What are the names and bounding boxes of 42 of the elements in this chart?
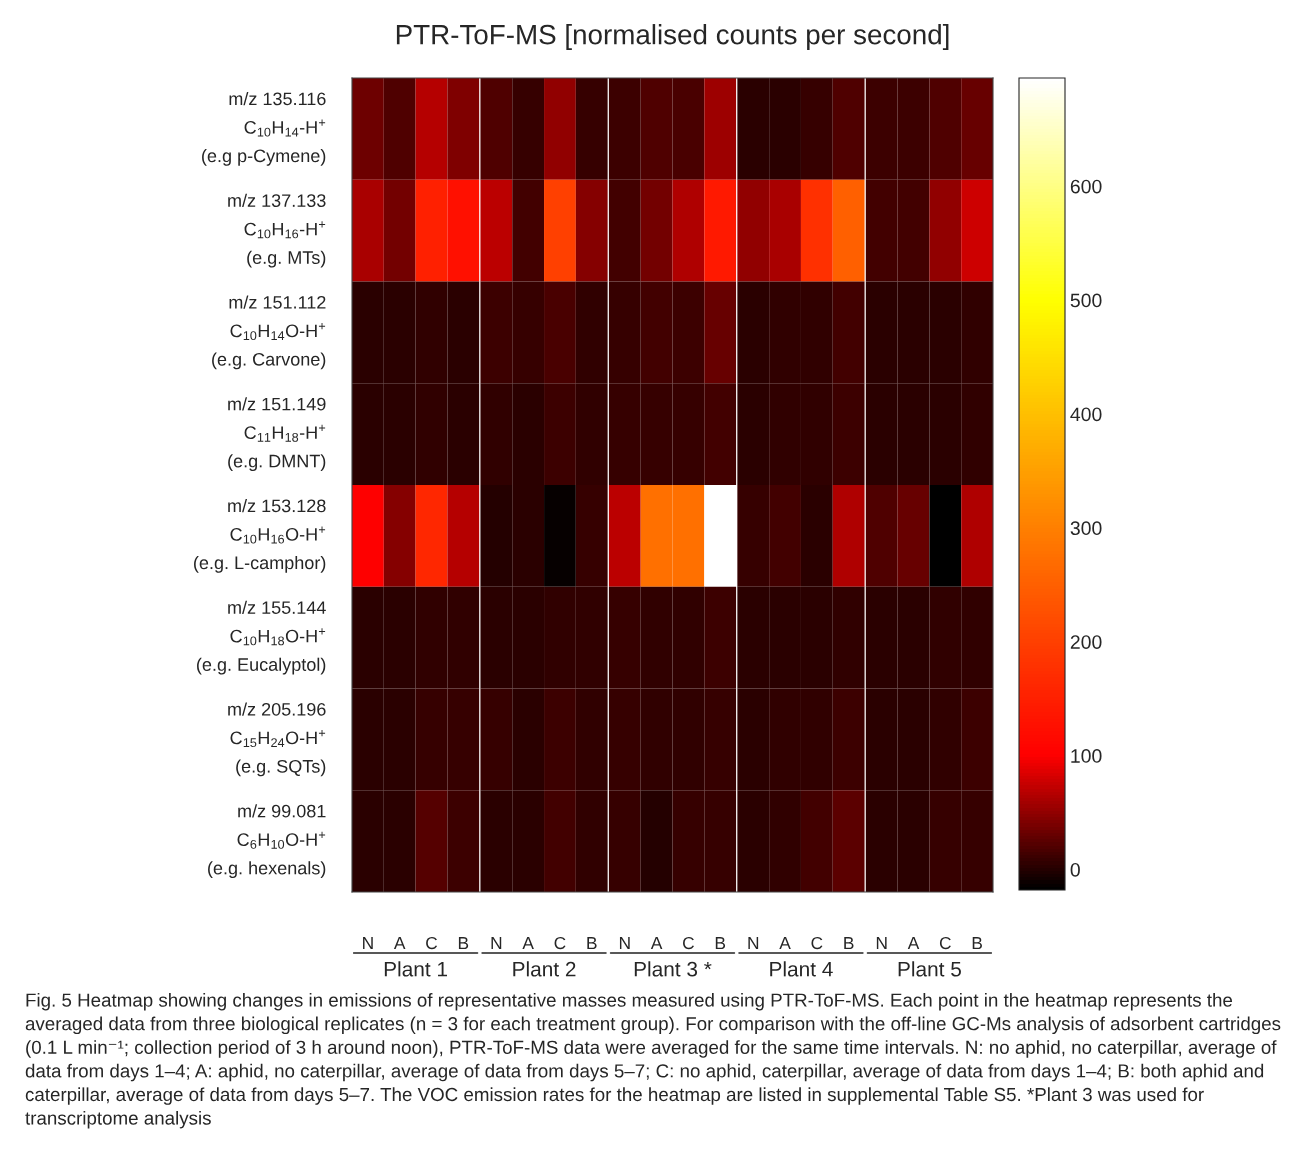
x-tick-label: A — [522, 937, 534, 950]
category-label: m/z 151.149 C$_{11}$H$_{18}$-H$^{+}$ (e.g. DMNT) — [228, 397, 326, 472]
x-tick-label: B — [972, 937, 982, 950]
x-tick-label: N — [876, 937, 887, 950]
text: Plant 4 — [770, 961, 833, 977]
x-tick-label: N — [363, 937, 373, 950]
x-tick-label: N — [748, 937, 759, 950]
color-bar-label: 100 — [1071, 749, 1102, 763]
category-label: m/z 135.116 C$_{10}$H$_{14}$-H$^{+}$ (e.g p-Cymene) — [202, 91, 326, 166]
x-tick-label: C — [683, 936, 694, 950]
text: Plant 5 — [898, 961, 961, 977]
x-tick-label: C — [554, 936, 566, 950]
color-bar-label: 500 — [1070, 293, 1102, 308]
x-tick-label: A — [650, 937, 663, 950]
x-tick-label: A — [393, 937, 406, 950]
category-label: m/z 137.133 C$_{10}$H$_{16}$-H$^{+}$ (e.g. MTs) — [228, 193, 326, 268]
color-bar-label: 600 — [1070, 179, 1102, 194]
x-tick-label: B — [458, 937, 469, 950]
color-bar-label: 300 — [1070, 521, 1102, 536]
x-tick-label: B — [715, 937, 726, 950]
category-label: m/z 155.144 C$_{10}$H$_{18}$O-H$^{+}$ (e.g. Eucalyptol) — [197, 600, 326, 675]
x-tick-label: N — [619, 937, 630, 950]
color-bar-label: 400 — [1070, 407, 1102, 422]
text: Plant 3 * — [634, 961, 712, 977]
x-tick-label: A — [907, 937, 920, 950]
category-label: m/z 153.128 C$_{10}$H$_{16}$O-H$^{+}$ (e.g. L-camphor) — [194, 498, 326, 573]
x-tick-label: C — [426, 936, 438, 950]
x-tick-label: B — [844, 937, 854, 950]
category-label: m/z 99.081 C$_{6}$H$_{10}$O-H$^{+}$ (e.g. hexenals) — [208, 804, 326, 879]
color-bar-label: 0 — [1070, 862, 1080, 877]
category-label: m/z 205.196 C$_{15}$H$_{24}$O-H$^{+}$ (e.g. SQTs) — [228, 702, 326, 777]
x-tick-label: B — [587, 937, 597, 950]
text: Plant 2 — [513, 961, 576, 977]
color-bar-label: 200 — [1070, 635, 1102, 649]
chart-title: PTR-ToF-MS [normalised counts per second] — [396, 24, 949, 50]
x-tick-label: N — [491, 937, 502, 950]
category-label: m/z 151.112 C$_{10}$H$_{14}$O-H$^{+}$ (e.g. Carvone) — [212, 295, 326, 370]
x-tick-label: C — [939, 936, 951, 950]
x-tick-label: C — [811, 936, 823, 950]
x-tick-label: A — [779, 937, 791, 950]
caption: Fig. 5 Heatmap showing changes in emissions of representative masses measured using PTR-ToF-MS. Each point in the heatmap represents the averaged data from three biological replicates (n = 3 for each treatment group). For comparison with the off-line GC-Ms analysis of adsorbent cartridges (0.1 L min⁻¹; collection period of 3 h around noon), PTR-ToF-MS data were averaged for the same time intervals. N: no aphid, no caterpillar, average of data from days 1–4; A: aphid, no caterpillar, average of data from days 5–7; C: no aphid, caterpillar, average of data from days 1–4; B: both aphid and caterpillar, average of data from days 5–7. The VOC emission rates for the heatmap are listed in supplemental Table S5. *Plant 3 was used for transcriptome analysis — [25, 993, 1281, 1129]
text: Plant 1 — [384, 961, 448, 977]
